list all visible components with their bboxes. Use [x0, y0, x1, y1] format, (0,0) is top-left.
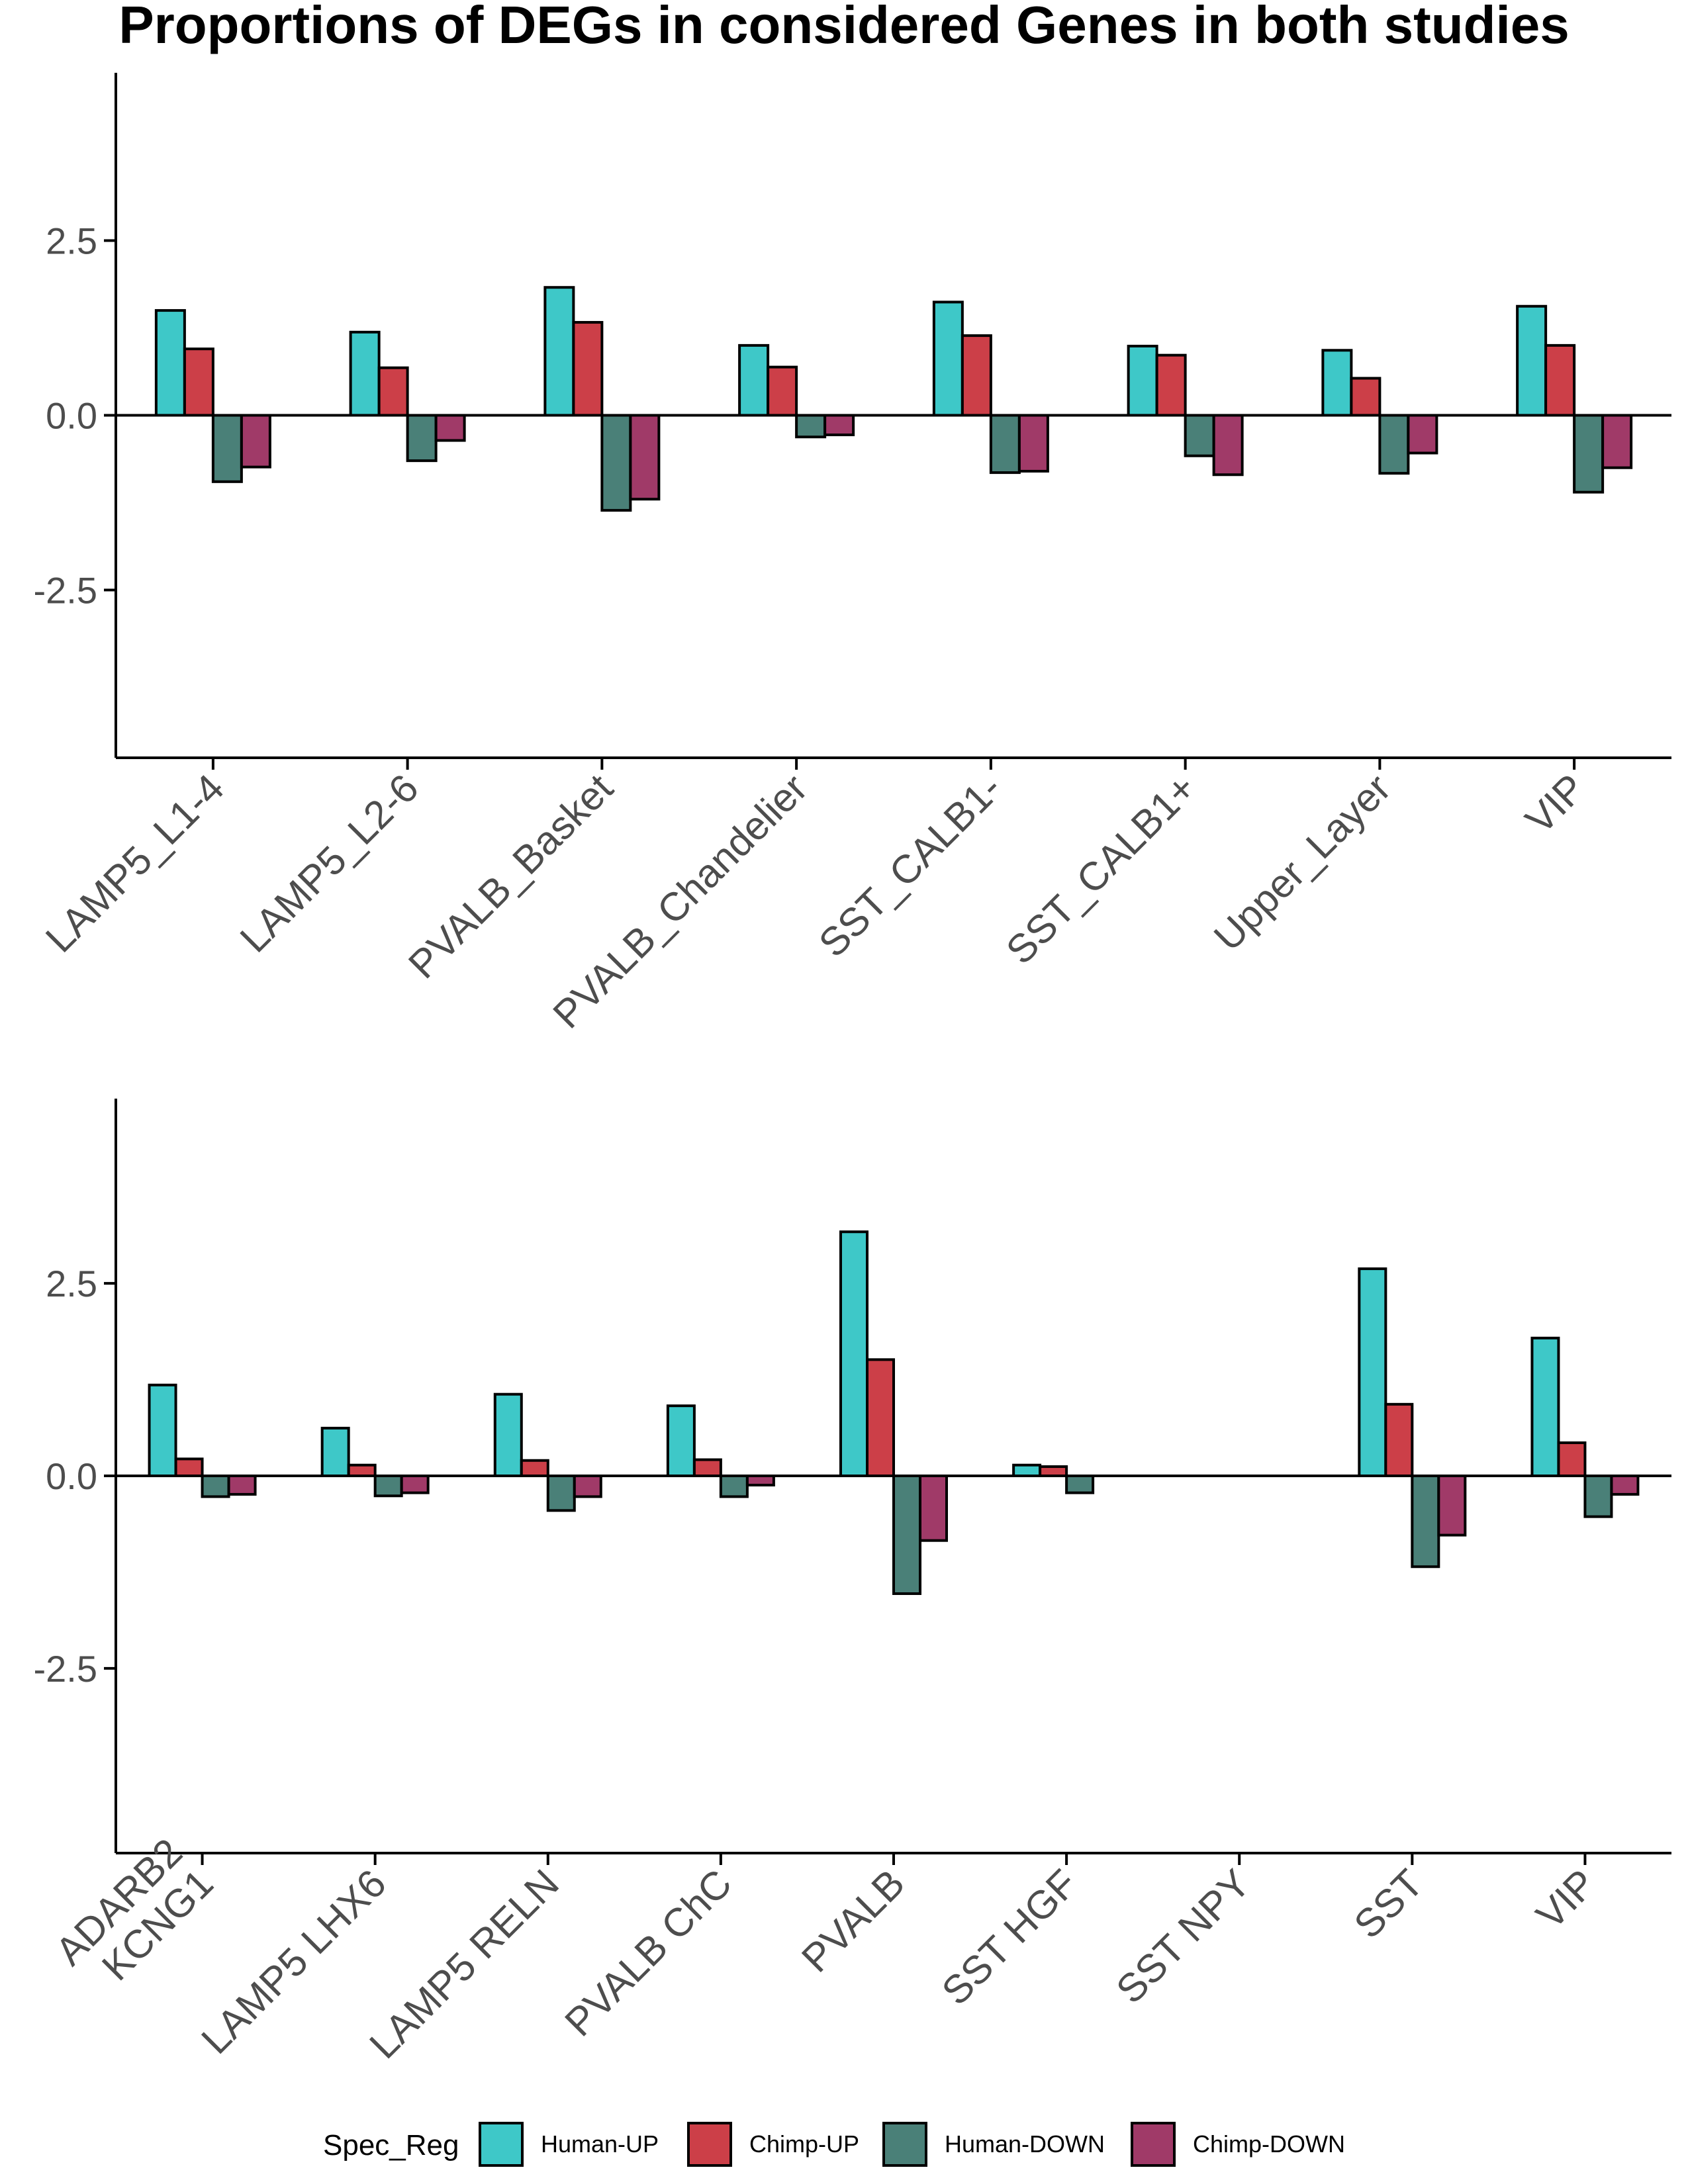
bar-human-down-lamp5-l1-4	[211, 414, 243, 483]
bar-human-down-pvalb-chc	[719, 1475, 749, 1498]
bar-chimp-down-lamp5-l1-4	[240, 414, 271, 469]
bar-chimp-up-pvalb-chandelier	[767, 365, 798, 417]
bar-human-down-lamp5-l2-6	[406, 414, 438, 463]
bar-chimp-down-pvalb-chandelier	[823, 414, 855, 437]
bar-human-down-pvalb-chandelier	[795, 414, 827, 439]
bar-human-down-adarb2-kcng1	[201, 1475, 230, 1498]
bar-human-down-sst	[1411, 1475, 1440, 1569]
bar-chimp-down-lamp5-reln	[573, 1475, 602, 1498]
bar-chimp-up-adarb2-kcng1	[174, 1457, 204, 1478]
bar-human-up-pvalb	[839, 1230, 868, 1477]
bar-chimp-up-upper-layer	[1350, 377, 1382, 417]
bar-chimp-down-lamp5-lhx6	[400, 1475, 430, 1494]
legend-swatch-human-up	[479, 2122, 524, 2167]
bar-human-up-adarb2-kcng1	[148, 1383, 177, 1477]
bar-human-up-sst	[1358, 1267, 1387, 1478]
bar-human-up-lamp5-l2-6	[349, 330, 381, 417]
bar-human-down-vip	[1583, 1475, 1613, 1518]
legend-label-human-down: Human-DOWN	[945, 2130, 1105, 2158]
bar-chimp-down-sst	[1437, 1475, 1467, 1537]
bar-human-down-sst-calb1	[1184, 414, 1215, 457]
bar-human-up-pvalb-chandelier	[738, 343, 770, 417]
bar-human-down-pvalb	[892, 1475, 921, 1595]
bar-human-down-upper-layer	[1378, 414, 1410, 475]
legend-swatch-human-down	[882, 2122, 927, 2167]
bar-chimp-up-vip	[1557, 1441, 1587, 1477]
bar-chimp-down-pvalb	[919, 1475, 948, 1542]
legend-label-chimp-up: Chimp-UP	[749, 2130, 859, 2158]
bar-chimp-up-sst-calb1	[961, 334, 992, 417]
legend-swatch-chimp-down	[1131, 2122, 1176, 2167]
legend-label-chimp-down: Chimp-DOWN	[1193, 2130, 1345, 2158]
bar-human-up-sst-hgf	[1012, 1463, 1042, 1478]
bar-human-down-lamp5-lhx6	[373, 1475, 403, 1498]
y-tick-label: 0.0	[46, 1455, 97, 1497]
legend-label-human-up: Human-UP	[541, 2130, 659, 2158]
bar-chimp-up-vip	[1544, 343, 1576, 417]
bar-chimp-down-adarb2-kcng1	[227, 1475, 257, 1496]
bar-chimp-down-pvalb-chc	[745, 1475, 775, 1486]
bar-human-up-lamp5-lhx6	[320, 1426, 350, 1477]
bar-chimp-up-sst-hgf	[1039, 1465, 1068, 1477]
bar-human-up-sst-calb1	[932, 300, 964, 417]
bar-chimp-up-lamp5-l1-4	[183, 347, 214, 417]
bar-human-up-upper-layer	[1321, 349, 1353, 417]
bar-human-down-lamp5-reln	[546, 1475, 576, 1512]
y-tick-label: 2.5	[46, 220, 97, 261]
legend-swatch-chimp-up	[687, 2122, 732, 2167]
bar-human-down-sst-calb1	[989, 414, 1021, 475]
bar-chimp-up-lamp5-lhx6	[347, 1463, 377, 1478]
bar-chimp-down-sst-calb1	[1212, 414, 1244, 477]
bar-human-up-pvalb-basket	[543, 286, 575, 417]
bar-chimp-up-lamp5-l2-6	[377, 366, 409, 417]
bar-chimp-up-sst-calb1	[1155, 353, 1187, 417]
bar-chimp-down-sst-calb1	[1017, 414, 1049, 473]
bar-chimp-up-pvalb	[866, 1358, 895, 1477]
bar-human-up-pvalb-chc	[666, 1404, 696, 1477]
bar-human-up-vip	[1516, 304, 1548, 417]
y-tick-label: -2.5	[34, 1648, 98, 1690]
bar-human-up-lamp5-l1-4	[154, 309, 186, 417]
bar-chimp-down-pvalb-basket	[629, 414, 661, 501]
bar-chimp-down-vip	[1601, 414, 1633, 469]
bar-chimp-up-sst	[1384, 1402, 1414, 1478]
bar-chimp-up-lamp5-reln	[520, 1459, 549, 1477]
chart-title: Proportions of DEGs in considered Genes …	[118, 0, 1569, 54]
bar-chimp-down-vip	[1610, 1475, 1640, 1496]
legend-title: Spec_Reg	[323, 2129, 459, 2161]
bar-human-down-vip	[1573, 414, 1605, 494]
bar-human-down-sst-hgf	[1065, 1475, 1095, 1494]
y-tick-label: 0.0	[46, 395, 97, 437]
bar-human-up-sst-calb1	[1127, 344, 1158, 417]
bar-human-up-lamp5-reln	[493, 1392, 523, 1477]
bar-chimp-up-pvalb-basket	[572, 321, 604, 417]
bar-chimp-up-pvalb-chc	[692, 1458, 722, 1478]
legend: Spec_Reg Human-UP Chimp-UP Human-DOWN Chimp-…	[323, 2122, 1345, 2167]
y-tick-label: -2.5	[34, 570, 98, 612]
y-tick-label: 2.5	[46, 1263, 97, 1304]
bar-human-down-pvalb-basket	[600, 414, 632, 512]
bar-human-up-vip	[1530, 1336, 1560, 1477]
bar-chimp-down-upper-layer	[1407, 414, 1438, 455]
bar-chimp-down-lamp5-l2-6	[434, 414, 466, 442]
